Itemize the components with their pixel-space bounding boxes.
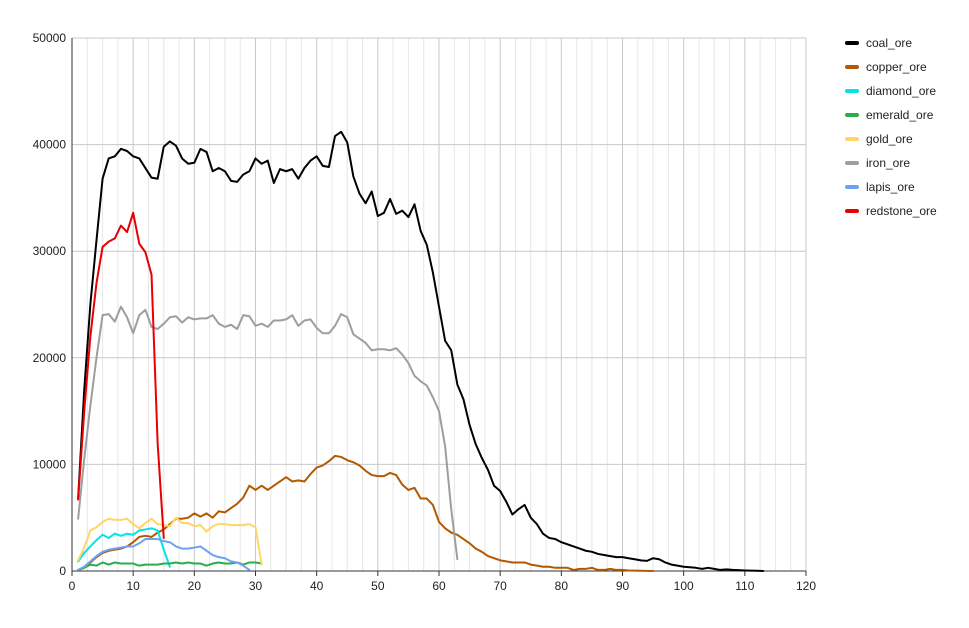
legend-label: redstone_ore — [866, 204, 937, 218]
series-line-iron-ore — [77, 305, 459, 561]
legend-swatch — [845, 209, 859, 213]
series-line-coal-ore — [77, 130, 765, 572]
legend-swatch — [845, 185, 859, 189]
legend-label: diamond_ore — [866, 84, 937, 98]
axes: 0 10 20 30 40 50 60 70 80 90 100 110 120 0 10000 20000 3… — [33, 31, 817, 593]
x-tick-label: 30 — [249, 579, 263, 593]
x-tick-label: 80 — [555, 579, 569, 593]
series-lines — [77, 130, 765, 572]
x-tick-label: 20 — [188, 579, 202, 593]
y-tick-label: 40000 — [33, 138, 67, 152]
series-line-gold-ore — [77, 516, 263, 566]
x-tick-label: 70 — [493, 579, 507, 593]
legend-label: gold_ore — [866, 132, 913, 146]
y-tick-label: 30000 — [33, 244, 67, 258]
series-line-emerald-ore — [77, 561, 263, 571]
legend-swatch — [845, 137, 859, 141]
legend-label: emerald_ore — [866, 108, 934, 122]
legend-label: coal_ore — [866, 36, 913, 50]
legend-swatch — [845, 113, 859, 117]
legend-item-redstone-ore: redstone_ore — [845, 199, 937, 223]
legend-label: iron_ore — [866, 156, 911, 170]
x-tick-label: 90 — [616, 579, 630, 593]
y-tick-label: 10000 — [33, 457, 67, 471]
legend-swatch — [845, 65, 859, 69]
legend-item-lapis-ore: lapis_ore — [845, 175, 937, 199]
x-tick-label: 110 — [735, 579, 754, 593]
legend-item-coal-ore: coal_ore — [845, 31, 937, 55]
x-tick-label: 40 — [310, 579, 324, 593]
legend-item-copper-ore: copper_ore — [845, 55, 937, 79]
y-tick-label: 20000 — [33, 351, 67, 365]
legend-label: copper_ore — [866, 60, 927, 74]
legend-swatch — [845, 89, 859, 93]
legend-item-gold-ore: gold_ore — [845, 127, 937, 151]
x-tick-label: 0 — [69, 579, 76, 593]
series-line-redstone-ore — [77, 211, 165, 539]
x-tick-label: 60 — [432, 579, 446, 593]
legend-swatch — [845, 161, 859, 165]
y-tick-label: 50000 — [33, 31, 67, 45]
legend-swatch — [845, 41, 859, 45]
y-tick-label: 0 — [59, 564, 66, 578]
x-tick-label: 10 — [126, 579, 140, 593]
legend-item-diamond-ore: diamond_ore — [845, 79, 937, 103]
legend-label: lapis_ore — [866, 180, 915, 194]
legend-item-iron-ore: iron_ore — [845, 151, 937, 175]
chart-legend: coal_ore copper_ore diamond_ore emerald_ore… — [845, 31, 937, 223]
gridlines — [71, 37, 807, 572]
x-tick-label: 100 — [674, 579, 694, 593]
series-line-diamond-ore — [77, 527, 171, 568]
x-tick-label: 120 — [796, 579, 816, 593]
series-line-lapis-ore — [77, 538, 251, 571]
legend-item-emerald-ore: emerald_ore — [845, 103, 937, 127]
x-tick-label: 50 — [371, 579, 385, 593]
